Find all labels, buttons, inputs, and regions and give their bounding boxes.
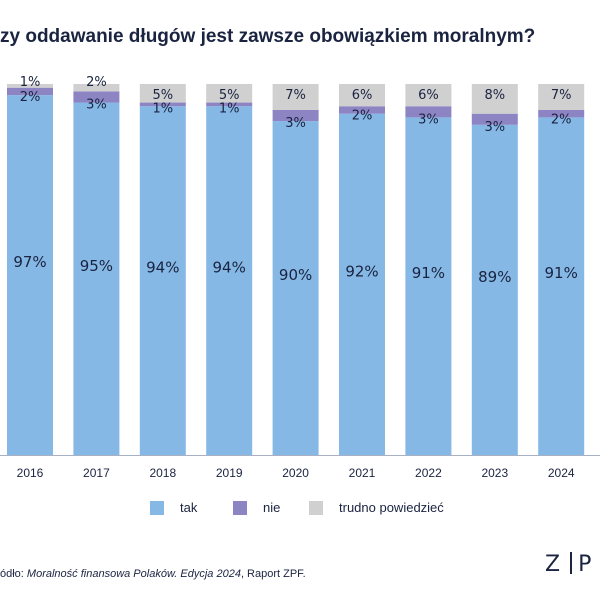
legend-swatch-trudno [309,500,323,515]
data-label-tak-2018: 94% [146,259,179,277]
legend-item-nie: nie [233,500,280,515]
bar-tak-2022 [405,117,452,455]
bar-nie-2016 [7,87,53,96]
legend: tak nie trudno powiedzieć [0,500,600,520]
legend-item-tak: tak [150,500,197,515]
bar-nie-2021 [339,106,385,114]
bar-nie-2023 [471,113,518,125]
data-label-nie-2018: 1% [152,101,173,116]
legend-swatch-tak [150,500,164,515]
data-label-trudno-2020: 7% [285,88,306,103]
x-tick-label-2018: 2018 [149,466,176,480]
x-tick-label-2021: 2021 [349,466,376,480]
bar-trudno-powiedzieć-2018 [139,84,186,103]
data-label-trudno-2021: 6% [352,88,373,103]
x-tick-label-2016: 2016 [17,466,44,480]
data-label-tak-2019: 94% [213,259,246,277]
bar-tak-2018 [139,106,186,455]
data-label-trudno-2023: 8% [484,88,505,103]
data-label-trudno-2024: 7% [551,88,572,103]
bar-nie-2019 [206,102,253,107]
data-label-trudno-2018: 5% [152,88,173,103]
bar-nie-2022 [405,106,452,118]
data-label-trudno-2022: 6% [418,88,439,103]
data-label-tak-2024: 91% [545,264,578,282]
x-tick-label-2022: 2022 [415,466,442,480]
data-label-tak-2017: 95% [80,257,113,275]
bar-trudno-powiedzieć-2019 [206,84,253,103]
legend-label-nie: nie [263,500,281,515]
data-label-tak-2023: 89% [478,268,511,286]
data-label-tak-2022: 91% [412,264,445,282]
bar-nie-2018 [139,102,186,107]
bar-tak-2020 [272,121,319,455]
source-note: ódło: Moralność finansowa Polaków. Edycj… [0,568,306,580]
source-suffix: , Raport ZPF. [240,568,306,580]
data-label-trudno-2016: 1% [20,75,41,90]
bar-trudno-powiedzieć-2020 [272,84,319,110]
data-label-nie-2021: 2% [352,109,373,124]
bar-tak-2017 [73,102,120,456]
bar-trudno-powiedzieć-2017 [73,84,120,92]
bar-nie-2024 [538,109,585,118]
legend-label-tak: tak [180,500,198,515]
bar-trudno-powiedzieć-2023 [471,84,518,114]
bar-tak-2019 [206,106,253,455]
legend-swatch-nie [233,500,247,515]
data-label-nie-2024: 2% [551,112,572,127]
bar-trudno-powiedzieć-2024 [538,84,585,110]
bar-tak-2023 [471,124,518,455]
logo-divider [570,552,573,574]
bar-tak-2024 [538,117,585,455]
logo-letter-z: Z [545,552,565,577]
data-label-tak-2021: 92% [345,262,378,280]
data-label-nie-2020: 3% [285,116,306,131]
logo-letter-p: P [578,552,596,577]
data-label-tak-2020: 90% [279,266,312,284]
bar-tak-2021 [339,113,385,456]
data-label-nie-2017: 3% [86,98,107,113]
data-label-trudno-2017: 2% [86,75,107,90]
bar-trudno-powiedzieć-2022 [405,84,452,107]
bar-trudno-powiedzieć-2021 [339,84,385,107]
x-tick-label-2017: 2017 [83,466,110,480]
legend-label-trudno: trudno powiedzieć [339,500,444,515]
data-label-nie-2019: 1% [219,101,240,116]
x-tick-label-2024: 2024 [548,466,575,480]
data-label-nie-2016: 2% [20,90,41,105]
legend-item-trudno: trudno powiedzieć [309,500,444,515]
chart-title: zy oddawanie długów jest zawsze obowiązk… [0,26,536,47]
data-label-nie-2022: 3% [418,112,439,127]
x-tick-label-2023: 2023 [481,466,508,480]
data-label-tak-2016: 97% [13,253,46,271]
bar-nie-2020 [272,109,319,122]
data-label-nie-2023: 3% [484,120,505,135]
bar-tak-2016 [7,95,53,455]
x-tick-label-2020: 2020 [282,466,309,480]
data-label-trudno-2019: 5% [219,88,240,103]
x-tick-label-2019: 2019 [216,466,243,480]
bar-nie-2017 [73,91,120,103]
source-publication: Moralność finansowa Polaków. Edycja 2024 [26,568,241,580]
bar-trudno-powiedzieć-2016 [7,84,53,88]
source-prefix: ódło: [0,568,27,580]
